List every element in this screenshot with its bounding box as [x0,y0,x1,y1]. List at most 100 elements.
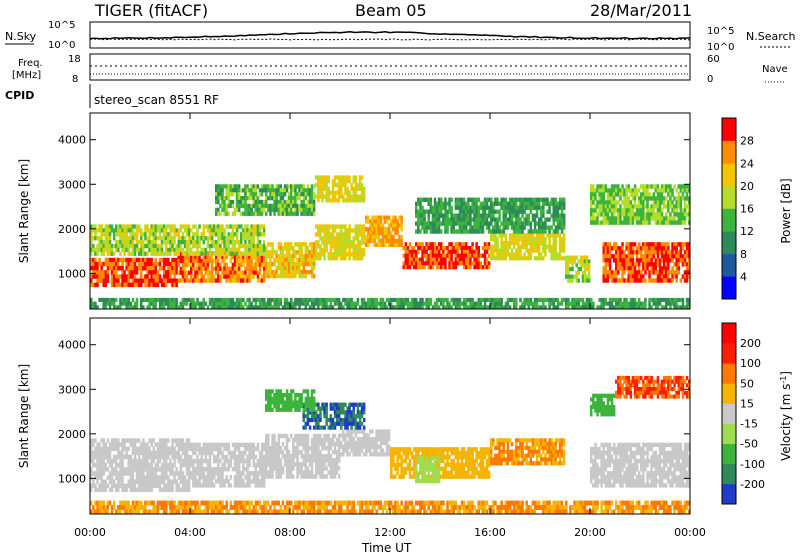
heatmap-cell [654,266,658,271]
heatmap-cell [548,240,551,246]
heatmap-cell [675,305,678,310]
heatmap-cell [358,175,362,180]
heatmap-cell [683,216,687,221]
heatmap-cell [569,301,572,306]
heatmap-cell [179,266,183,271]
heatmap-cell [660,270,664,275]
heatmap-cell [156,467,160,472]
heatmap-cell [160,228,164,233]
heatmap-cell [135,257,139,263]
heatmap-cell [473,229,476,234]
heatmap-cell [433,261,437,266]
heatmap-cell [137,450,141,456]
heatmap-cell [254,211,258,216]
heatmap-cell [442,253,445,258]
heatmap-cell [665,246,668,251]
heatmap-cell [473,305,476,310]
heatmap-cell [112,305,116,310]
heatmap-cell [590,212,593,217]
heatmap-cell [525,213,528,218]
heatmap-cell [621,274,624,279]
heatmap-cell [92,236,95,241]
heatmap-cell [169,240,172,245]
heatmap-cell [162,274,166,279]
heatmap-cell [627,212,630,217]
heatmap-cell [100,236,103,241]
heatmap-cell [244,192,247,197]
heatmap-cell [654,270,658,275]
heatmap-cell [358,305,362,310]
heatmap-cell [187,232,191,237]
heatmap-cell [304,246,308,251]
heatmap-cell [217,258,220,264]
heatmap-cell [317,190,320,195]
heatmap-cell [290,301,293,306]
heatmap-cell [344,301,347,306]
heatmap-cell [148,467,151,472]
heatmap-cell [531,197,535,202]
heatmap-cell [675,212,678,217]
heatmap-cell [492,301,495,306]
heatmap-cell [525,248,528,253]
heatmap-cell [350,244,353,249]
heatmap-cell [425,305,428,310]
heatmap-cell [323,236,326,241]
heatmap-cell [506,201,510,206]
heatmap-cell [250,188,253,193]
heatmap-cell [254,188,258,193]
heatmap-cell [458,197,462,202]
heatmap-cell [512,233,516,238]
heatmap-cell [646,250,649,255]
heatmap-cell [510,197,514,202]
heatmap-cell [362,198,366,203]
heatmap-cell [137,282,141,288]
heatmap-cell [667,301,670,306]
heatmap-cell [292,269,295,275]
heatmap-cell [604,262,608,267]
heatmap-cell [352,305,355,310]
heatmap-cell [277,192,280,197]
heatmap-cell [317,240,320,245]
heatmap-cell [167,305,170,310]
heatmap-cell [169,479,172,484]
heatmap-cell [344,175,347,180]
heatmap-cell [465,209,468,214]
heatmap-cell [350,240,353,245]
heatmap-cell [154,270,158,275]
heatmap-cell [285,188,289,193]
heatmap-cell [131,243,135,249]
heatmap-cell [462,297,466,302]
heatmap-cell [508,221,512,226]
heatmap-cell [558,252,562,257]
heatmap-cell [656,254,660,259]
heatmap-cell [642,278,645,283]
heatmap-cell [287,211,291,216]
heatmap-cell [469,217,472,222]
heatmap-cell [185,297,189,302]
heatmap-cell [471,305,474,310]
heatmap-cell [562,244,566,249]
heatmap-cell [621,258,624,263]
heatmap-cell [602,258,605,263]
heatmap-cell [533,305,537,310]
heatmap-cell [335,198,339,203]
heatmap-cell [410,305,414,310]
heatmap-cell [352,228,355,233]
heatmap-cell [656,305,660,310]
heatmap-cell [158,487,162,493]
heatmap-cell [96,282,99,288]
heatmap-cell [581,270,585,275]
heatmap-cell [585,301,589,306]
heatmap-cell [200,258,203,264]
heatmap-cell [165,224,168,229]
heatmap-cell [448,253,451,258]
heatmap-cell [90,240,93,245]
heatmap-cell [623,278,626,283]
heatmap-cell [654,258,658,263]
heatmap-cell [94,471,97,476]
heatmap-cell [448,249,451,254]
heatmap-cell [621,270,624,275]
heatmap-cell [660,242,664,247]
heatmap-cell [340,183,343,188]
heatmap-cell [281,203,285,209]
